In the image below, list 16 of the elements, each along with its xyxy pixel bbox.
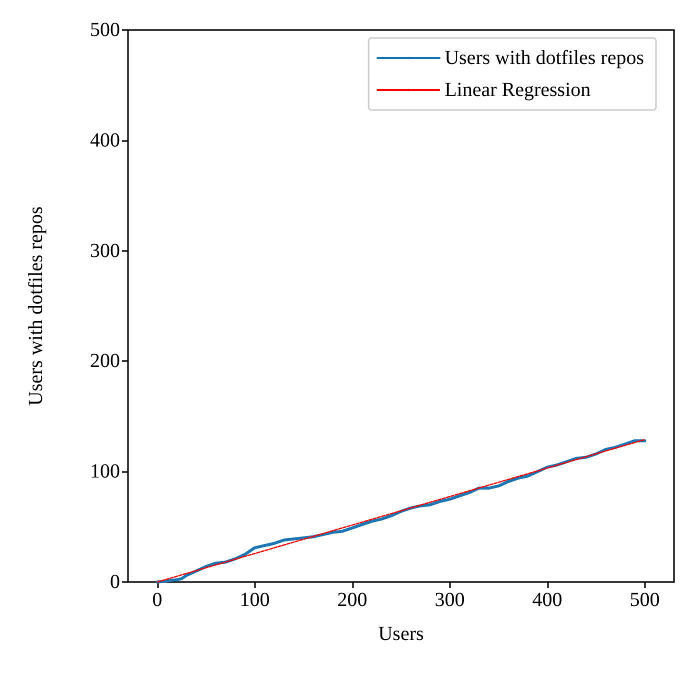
x-tick-label: 300 xyxy=(434,589,465,611)
x-tick-label: 500 xyxy=(630,589,660,611)
y-tick-label: 100 xyxy=(90,460,120,483)
x-axis-title: Users xyxy=(378,623,424,645)
x-tick-label: 0 xyxy=(152,589,162,611)
x-tick-label: 400 xyxy=(532,589,562,611)
legend-label: Users with dotfiles repos xyxy=(444,47,644,69)
x-tick-label: 200 xyxy=(337,589,368,611)
x-tick-label: 100 xyxy=(240,589,270,611)
y-tick-label: 200 xyxy=(90,350,120,372)
y-tick-label: 0 xyxy=(110,571,120,593)
y-tick-label: 500 xyxy=(90,19,120,41)
legend-label: Linear Regression xyxy=(444,79,591,101)
y-tick-label: 400 xyxy=(90,129,120,152)
y-axis-title: Users with dotfiles repos xyxy=(25,206,47,406)
y-tick-label: 300 xyxy=(90,240,120,262)
